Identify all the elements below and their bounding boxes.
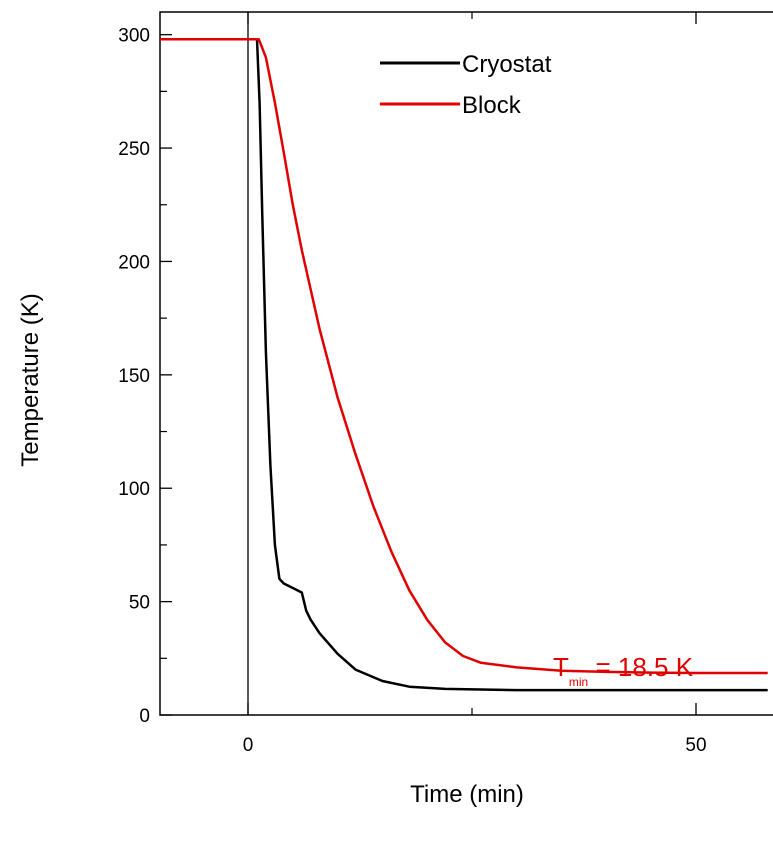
y-tick-label: 300	[118, 26, 150, 47]
y-tick-label: 250	[118, 139, 150, 160]
tmin-annotation: Tmin = 18.5 K	[553, 652, 694, 689]
x-tick-label: 0	[243, 735, 254, 756]
legend: Cryostat Block	[380, 51, 552, 119]
legend-label-block: Block	[462, 92, 522, 119]
plot-area	[159, 11, 773, 716]
y-axis-title: Temperature (K)	[17, 293, 44, 466]
series-line-cryostat	[160, 37, 768, 692]
tmin-subscript: min	[569, 675, 588, 689]
y-tick-label: 50	[129, 593, 150, 614]
y-tick-label: 0	[139, 706, 150, 727]
series-line-block	[160, 37, 768, 675]
legend-label-cryostat: Cryostat	[462, 51, 552, 78]
y-tick-label: 100	[118, 479, 150, 500]
x-tick-label: 50	[685, 735, 706, 756]
y-tick-label: 200	[118, 252, 150, 273]
tmin-symbol: T	[553, 652, 569, 682]
y-tick-label: 150	[118, 366, 150, 387]
tmin-value: = 18.5 K	[588, 652, 693, 682]
x-axis-title: Time (min)	[410, 781, 524, 808]
axis-ticks: 0 50 100 150 200 250 300 0 50	[118, 12, 707, 756]
plot-frame	[159, 11, 773, 716]
series-layer	[160, 37, 768, 692]
